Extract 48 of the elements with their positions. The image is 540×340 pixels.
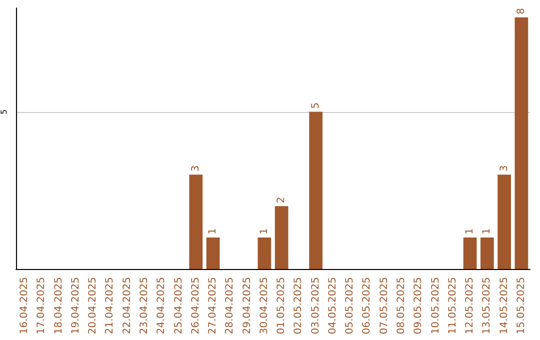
data-label: 5 — [310, 102, 322, 109]
x-tick-label: 09.05.2025 — [413, 277, 424, 334]
x-tick-label: 14.05.2025 — [498, 277, 510, 334]
x-tick-label: 22.04.2025 — [122, 277, 133, 334]
data-label: 8 — [516, 8, 527, 14]
x-tick-label: 03.05.2025 — [310, 277, 322, 334]
x-tick-label: 08.05.2025 — [396, 277, 407, 334]
data-label: 1 — [258, 228, 270, 235]
bar — [309, 112, 323, 269]
x-tick-label: 18.04.2025 — [53, 277, 64, 334]
x-tick-label: 17.04.2025 — [36, 277, 48, 334]
x-tick-label: 19.04.2025 — [70, 277, 82, 334]
data-label: 3 — [498, 165, 510, 172]
bar — [514, 17, 528, 269]
bar — [480, 238, 494, 269]
x-tick-label: 29.04.2025 — [242, 277, 253, 334]
data-label: 1 — [482, 228, 493, 235]
bar — [206, 238, 220, 269]
x-tick-label: 26.04.2025 — [190, 277, 202, 334]
x-tick-label: 23.04.2025 — [139, 277, 150, 334]
bar — [189, 174, 203, 269]
x-tick-label: 25.04.2025 — [173, 277, 184, 334]
x-tick-label: 12.05.2025 — [464, 277, 476, 334]
data-label: 1 — [208, 228, 219, 235]
x-tick-label: 06.05.2025 — [362, 277, 373, 334]
data-label: 3 — [190, 165, 202, 172]
x-tick-label: 30.04.2025 — [258, 277, 270, 334]
x-tick-label: 13.05.2025 — [482, 277, 493, 334]
bar — [463, 238, 477, 269]
data-label: 2 — [276, 196, 288, 204]
x-tick-label: 27.04.2025 — [208, 277, 219, 334]
x-tick-label: 07.05.2025 — [378, 277, 390, 334]
x-tick-label: 01.05.2025 — [276, 277, 288, 334]
bar — [258, 238, 272, 269]
x-tick-label: 21.04.2025 — [104, 277, 116, 334]
x-tick-label: 11.05.2025 — [447, 277, 458, 334]
x-tick-label: 15.05.2025 — [516, 277, 527, 334]
x-tick-label: 04.05.2025 — [327, 277, 338, 334]
x-tick-label: 20.04.2025 — [88, 277, 99, 334]
x-tick-label: 16.04.2025 — [19, 277, 30, 334]
x-tick-label: 28.04.2025 — [224, 277, 236, 334]
x-tick-label: 05.05.2025 — [344, 277, 356, 334]
x-tick-label: 02.05.2025 — [293, 277, 304, 334]
x-tick-label: 24.04.2025 — [156, 277, 168, 334]
x-tick-label: 10.05.2025 — [430, 277, 442, 334]
data-label: 1 — [464, 228, 476, 235]
bar — [498, 174, 511, 269]
bar — [274, 206, 288, 269]
